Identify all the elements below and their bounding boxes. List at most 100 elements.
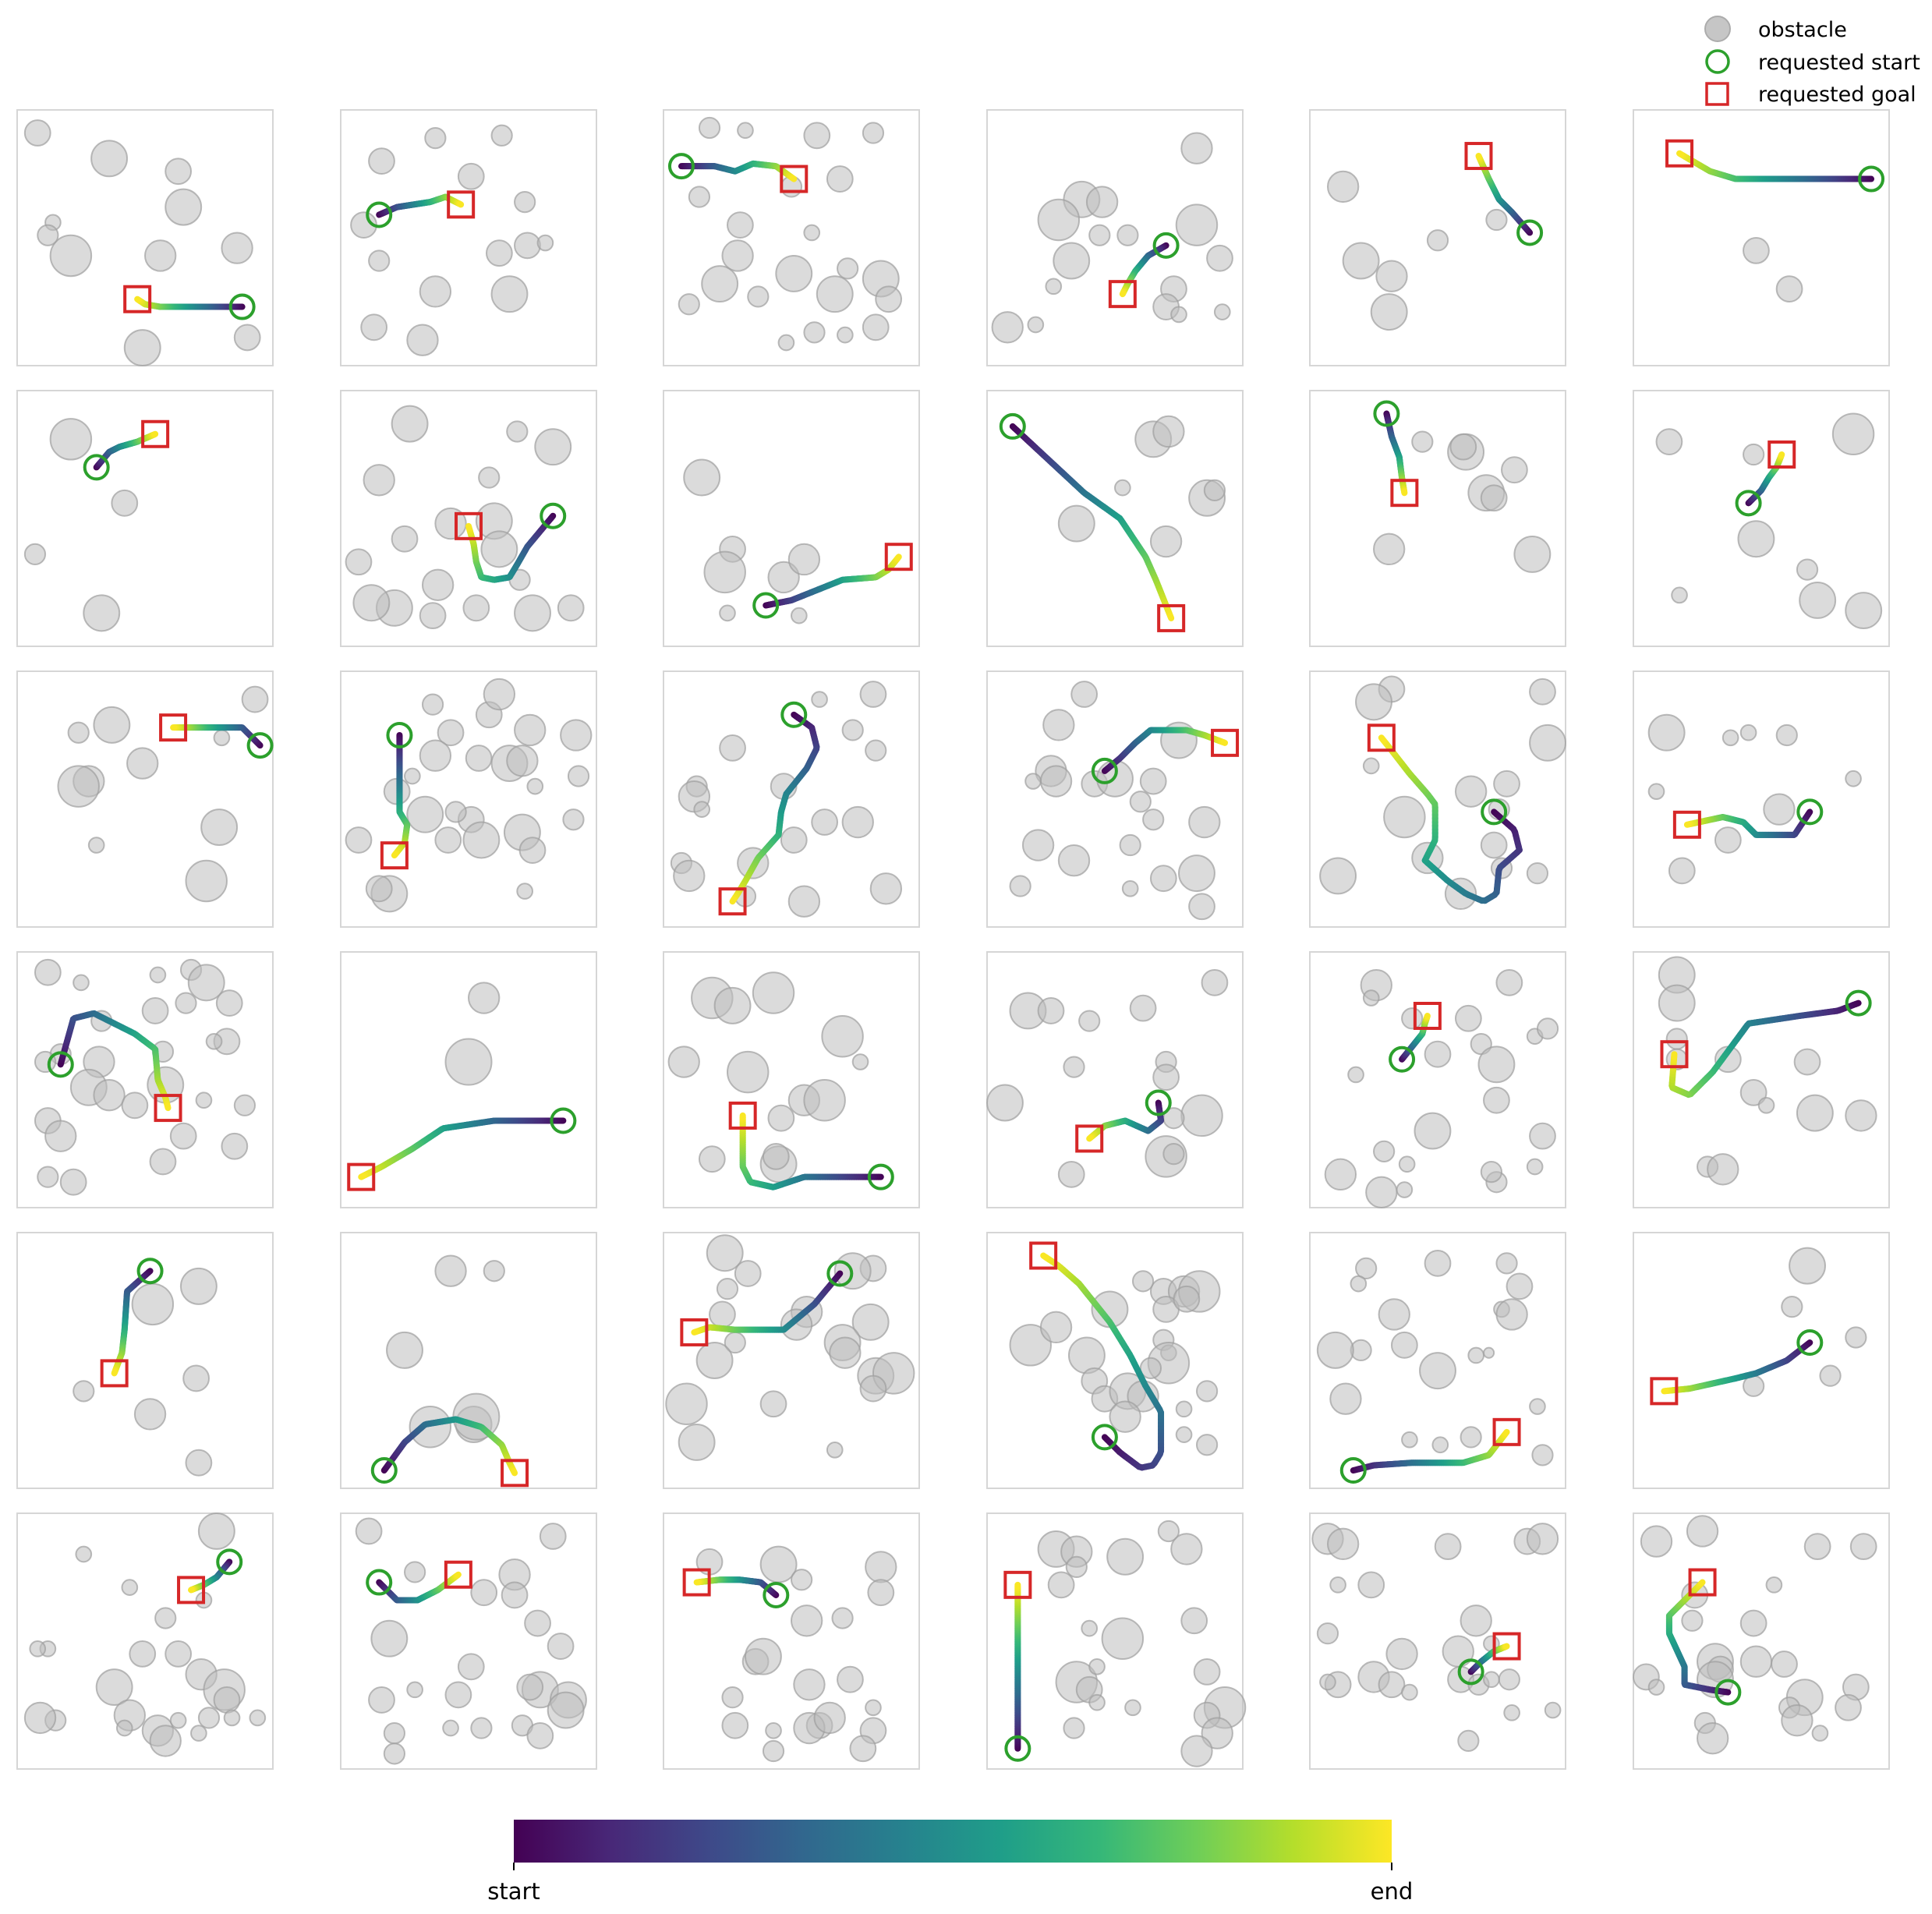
start-marker [1152, 232, 1180, 259]
obstacle [73, 1380, 95, 1403]
obstacle [1763, 793, 1796, 826]
obstacle [698, 1145, 726, 1173]
obstacle [1175, 203, 1219, 246]
start-marker [999, 412, 1026, 440]
obstacle [1811, 1725, 1829, 1742]
obstacle [526, 1721, 554, 1749]
panel-30 [1633, 1232, 1890, 1489]
obstacle [1180, 1735, 1213, 1767]
obstacle [190, 1725, 207, 1742]
obstacle [1831, 412, 1875, 456]
obstacle [803, 122, 831, 150]
start-marker [1796, 1329, 1824, 1357]
panel-grid [16, 109, 1890, 1770]
path [1683, 808, 1813, 838]
goal-marker [1413, 1002, 1442, 1030]
obstacle [1116, 224, 1139, 246]
obstacle [747, 285, 770, 308]
obstacle [1188, 893, 1215, 921]
obstacle [1188, 805, 1221, 839]
start-marker [1457, 1658, 1484, 1686]
obstacle [1057, 1160, 1085, 1188]
goal-marker [347, 1162, 376, 1191]
obstacle [93, 1079, 126, 1112]
obstacle [1390, 1331, 1418, 1359]
obstacle [144, 239, 177, 272]
obstacle [1819, 1364, 1842, 1387]
goal-marker [1464, 142, 1493, 171]
obstacle [424, 126, 447, 150]
obstacle [57, 765, 100, 808]
obstacle [241, 685, 269, 713]
obstacle [149, 966, 167, 984]
obstacle [360, 313, 388, 341]
obstacle [490, 275, 529, 313]
obstacle [1063, 1056, 1085, 1078]
obstacle [1070, 681, 1099, 708]
obstacle [1357, 1571, 1385, 1599]
start-marker [136, 1258, 164, 1285]
obstacle [1480, 484, 1508, 512]
obstacle [841, 805, 874, 839]
obstacle [562, 808, 585, 831]
obstacle [1529, 723, 1567, 762]
path-segment [1220, 739, 1229, 746]
obstacle [121, 1091, 149, 1120]
obstacle [1109, 1400, 1141, 1433]
panel-13 [16, 670, 274, 928]
goal-marker [1688, 1568, 1717, 1597]
obstacle [1401, 1683, 1418, 1701]
obstacle [851, 1053, 869, 1070]
obstacle [1414, 1112, 1452, 1150]
obstacle [1201, 968, 1229, 996]
start-marker [1796, 798, 1824, 826]
obstacle [803, 224, 821, 242]
obstacle [787, 543, 821, 576]
start-marker [1389, 1045, 1416, 1073]
obstacle [667, 1045, 700, 1078]
obstacle [777, 334, 795, 352]
start-marker [1858, 165, 1885, 193]
obstacle [457, 162, 485, 190]
obstacle [1385, 1637, 1418, 1671]
obstacle [1529, 678, 1556, 706]
obstacle [141, 997, 169, 1024]
panel-36 [1633, 1512, 1890, 1770]
obstacle [514, 713, 547, 747]
obstacle [1743, 237, 1770, 264]
path [358, 1117, 567, 1180]
obstacle [1170, 1533, 1203, 1566]
obstacle [867, 1579, 895, 1607]
obstacle [1845, 1326, 1867, 1349]
obstacle [762, 1739, 785, 1763]
obstacle [404, 1561, 426, 1583]
obstacle [419, 739, 452, 772]
obstacle [514, 232, 541, 260]
path [376, 1571, 462, 1604]
obstacle [1139, 1357, 1162, 1379]
obstacle [1495, 1252, 1518, 1275]
obstacle [1454, 1004, 1482, 1032]
goal-marker [141, 419, 170, 448]
obstacle [1647, 783, 1665, 800]
obstacle [1037, 997, 1065, 1024]
obstacle [1531, 1444, 1554, 1466]
obstacle [1088, 1658, 1106, 1675]
obstacle [1739, 1609, 1767, 1637]
obstacle [1457, 1729, 1480, 1753]
obstacle [1454, 775, 1488, 808]
obstacle [1771, 1650, 1798, 1678]
obstacle [483, 678, 516, 711]
obstacle [1057, 844, 1091, 877]
start-marker [366, 1569, 393, 1596]
panel-17 [1309, 670, 1567, 928]
obstacle [567, 765, 590, 787]
obstacle [121, 1579, 139, 1596]
obstacle [811, 691, 828, 708]
path [678, 160, 798, 182]
panel-3 [663, 109, 920, 366]
goal-marker [1367, 723, 1396, 752]
obstacle [1206, 244, 1233, 272]
obstacle [721, 239, 754, 272]
